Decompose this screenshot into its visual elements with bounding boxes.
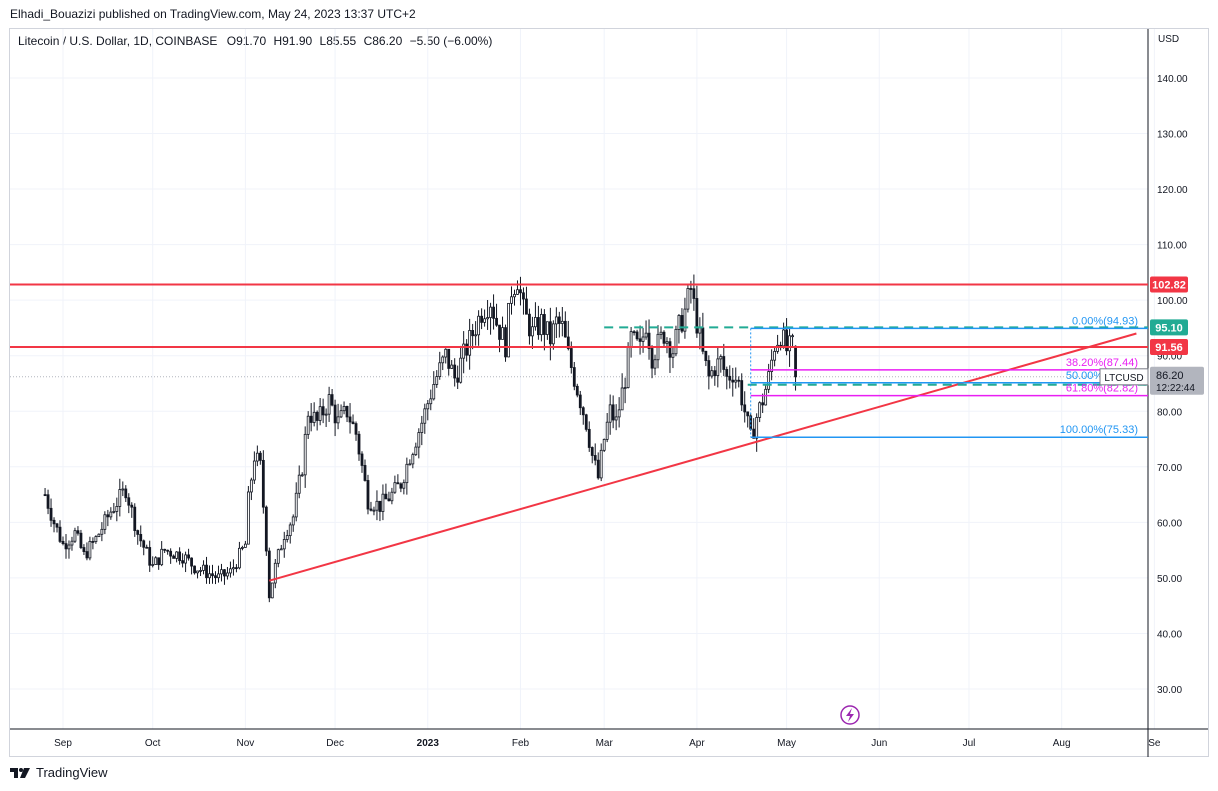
legend-high: H91.90 xyxy=(273,34,313,48)
legend-low: L85.55 xyxy=(319,34,357,48)
ohlc-legend: Litecoin / U.S. Dollar, 1D, COINBASE O91… xyxy=(18,34,492,48)
currency-label[interactable]: USD xyxy=(1158,34,1180,45)
chart-frame xyxy=(9,28,1209,757)
footer: TradingView xyxy=(10,765,108,780)
tradingview-logo-icon xyxy=(10,767,30,778)
symbol-title[interactable]: Litecoin / U.S. Dollar, 1D, COINBASE xyxy=(18,34,218,48)
legend-change: −5.50 (−6.00%) xyxy=(409,34,493,48)
footer-brand: TradingView xyxy=(36,765,108,780)
legend-close: C86.20 xyxy=(363,34,403,48)
legend-open: O91.70 xyxy=(226,34,267,48)
publisher-line: Elhadi_Bouazizi published on TradingView… xyxy=(10,7,416,21)
